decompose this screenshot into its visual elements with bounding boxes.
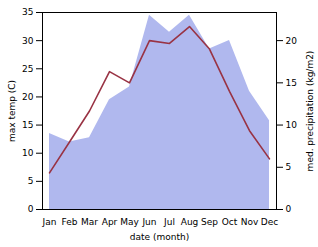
svg-text:Jan: Jan: [42, 217, 57, 227]
svg-text:25: 25: [22, 64, 33, 74]
svg-text:30: 30: [22, 36, 34, 46]
svg-text:20: 20: [22, 92, 34, 102]
svg-text:5: 5: [286, 162, 292, 172]
svg-text:date (month): date (month): [130, 232, 189, 242]
svg-text:0: 0: [28, 204, 34, 214]
svg-text:Sep: Sep: [201, 217, 218, 227]
svg-text:35: 35: [22, 7, 33, 17]
svg-text:May: May: [120, 217, 139, 227]
svg-text:20: 20: [286, 35, 298, 45]
svg-text:Dec: Dec: [261, 217, 278, 227]
svg-text:Jun: Jun: [141, 217, 156, 227]
svg-text:10: 10: [286, 120, 298, 130]
svg-text:Oct: Oct: [222, 217, 238, 227]
svg-text:max temp (C): max temp (C): [7, 80, 17, 142]
svg-text:Mar: Mar: [81, 217, 98, 227]
svg-text:Jul: Jul: [163, 217, 175, 227]
svg-text:Apr: Apr: [102, 217, 118, 227]
svg-text:Nov: Nov: [241, 217, 259, 227]
svg-text:10: 10: [22, 148, 34, 158]
svg-text:15: 15: [286, 78, 297, 88]
svg-text:med. precipitation (kg/m2): med. precipitation (kg/m2): [305, 51, 315, 172]
svg-text:5: 5: [28, 176, 34, 186]
svg-text:15: 15: [22, 120, 33, 130]
svg-text:0: 0: [286, 204, 292, 214]
svg-text:Aug: Aug: [181, 217, 199, 227]
svg-text:Feb: Feb: [62, 217, 78, 227]
